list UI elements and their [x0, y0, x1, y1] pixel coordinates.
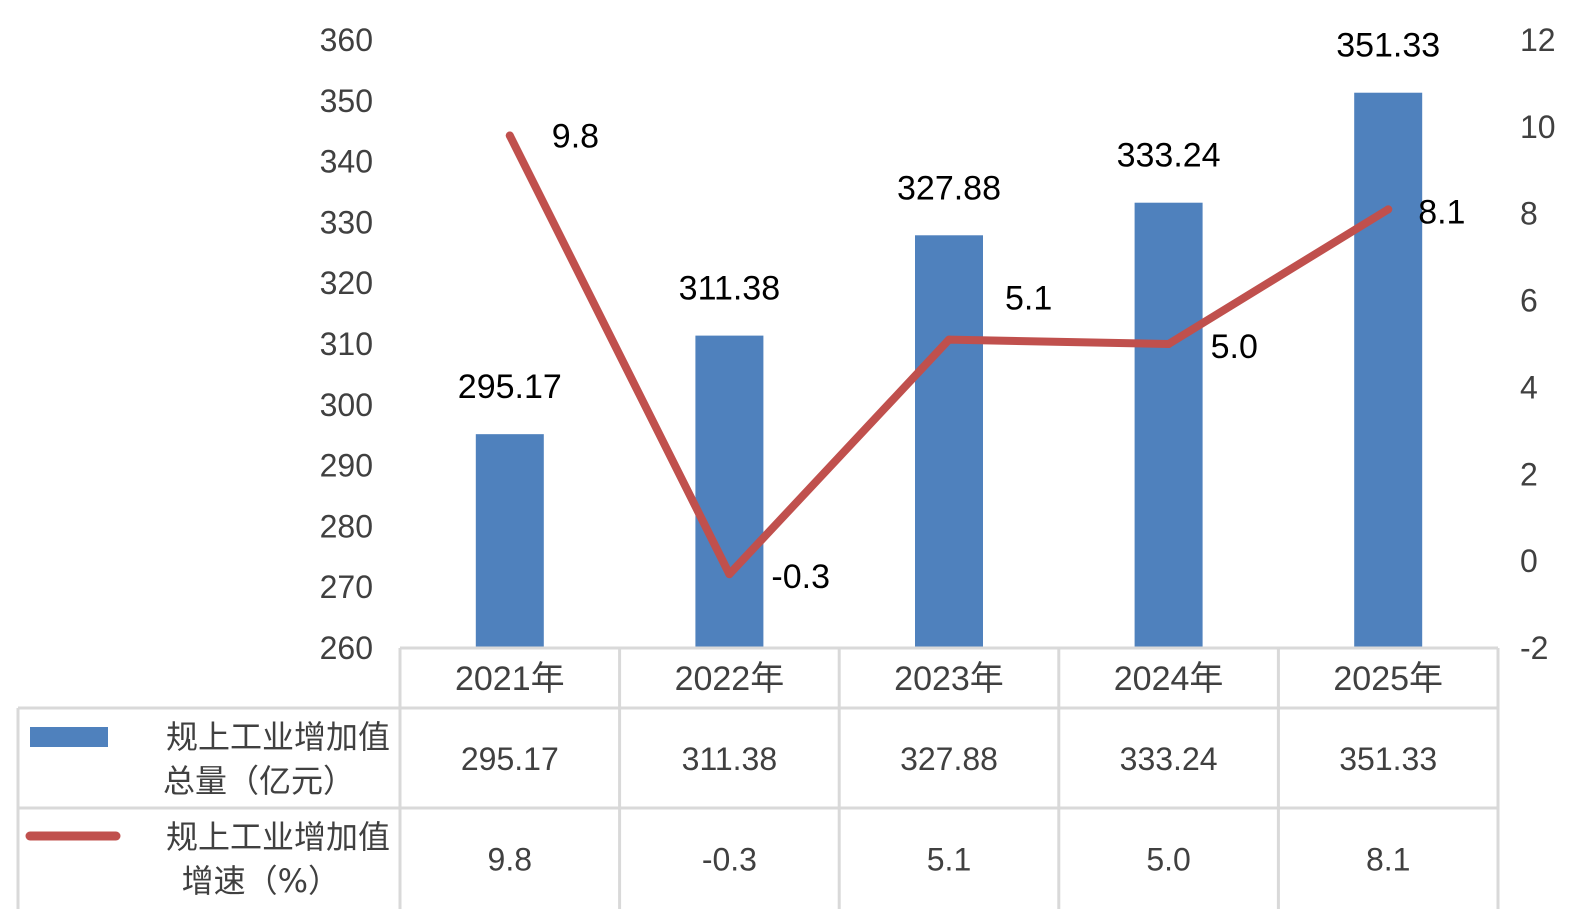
bar-data-label: 333.24 — [1117, 137, 1221, 175]
x-category-label: 2023年 — [894, 660, 1004, 698]
table-cell-growth: 5.0 — [1146, 842, 1190, 878]
y-right-tick-label: 12 — [1520, 22, 1556, 58]
y-right-tick-label: 8 — [1520, 196, 1538, 232]
bar-data-label: 295.17 — [458, 368, 562, 406]
legend-line-label-line1: 规上工业增加值 — [166, 818, 390, 856]
x-category-label: 2024年 — [1114, 660, 1224, 698]
growth-point-2022年 — [725, 570, 734, 579]
table-cell-total: 327.88 — [900, 741, 998, 777]
table-cell-growth: 8.1 — [1366, 842, 1410, 878]
bar-data-label: 327.88 — [897, 169, 1001, 207]
y-left-tick-label: 340 — [320, 144, 373, 180]
line-data-label: 5.1 — [1005, 280, 1052, 318]
bar-data-label: 351.33 — [1336, 27, 1440, 65]
growth-point-2025年 — [1384, 205, 1393, 214]
x-category-label: 2025年 — [1333, 660, 1443, 698]
y-left-tick-label: 290 — [320, 448, 373, 484]
legend-bar-swatch — [30, 727, 108, 747]
y-left-tick-label: 270 — [320, 569, 373, 605]
x-category-label: 2021年 — [455, 660, 565, 698]
bar-2021年 — [475, 434, 544, 648]
y-right-tick-label: 6 — [1520, 283, 1538, 319]
y-right-tick-label: 2 — [1520, 456, 1538, 492]
y-right-tick-label: 10 — [1520, 109, 1556, 145]
y-left-tick-label: 360 — [320, 22, 373, 58]
table-cell-total: 311.38 — [682, 741, 778, 777]
bar-2024年 — [1134, 202, 1203, 648]
y-right-tick-label: 4 — [1520, 369, 1538, 405]
line-data-label: 9.8 — [552, 118, 599, 156]
y-left-tick-label: 350 — [320, 83, 373, 119]
line-data-label: 8.1 — [1418, 193, 1465, 231]
y-right-tick-label: -2 — [1520, 630, 1548, 666]
y-left-tick-label: 310 — [320, 326, 373, 362]
bar-data-label: 311.38 — [679, 270, 780, 308]
y-left-tick-label: 260 — [320, 630, 373, 666]
y-left-tick-label: 320 — [320, 265, 373, 301]
table-cell-total: 295.17 — [461, 741, 559, 777]
table-cell-growth: 5.1 — [927, 842, 971, 878]
y-right-tick-label: 0 — [1520, 543, 1538, 579]
legend-line-label-line2: 增速（%） — [182, 862, 340, 900]
table-cell-growth: -0.3 — [702, 842, 757, 878]
bar-2022年 — [695, 335, 764, 648]
growth-point-2023年 — [945, 335, 953, 344]
legend-bar-label-line2: 总量（亿元） — [163, 762, 355, 800]
line-data-label: -0.3 — [771, 558, 830, 596]
table-cell-total: 351.33 — [1339, 741, 1437, 777]
legend-bar-label-line1: 规上工业增加值 — [166, 718, 390, 756]
growth-point-2024年 — [1164, 340, 1173, 348]
y-left-tick-label: 300 — [320, 387, 373, 423]
line-data-label: 5.0 — [1211, 328, 1258, 366]
table-cell-total: 333.24 — [1120, 741, 1218, 777]
growth-point-2021年 — [505, 131, 514, 140]
table-cell-growth: 9.8 — [488, 842, 532, 878]
x-category-label: 2022年 — [675, 660, 785, 698]
bar-2023年 — [915, 235, 983, 648]
bar-2025年 — [1354, 92, 1423, 648]
y-left-tick-label: 330 — [320, 204, 373, 240]
y-left-tick-label: 280 — [320, 508, 373, 544]
